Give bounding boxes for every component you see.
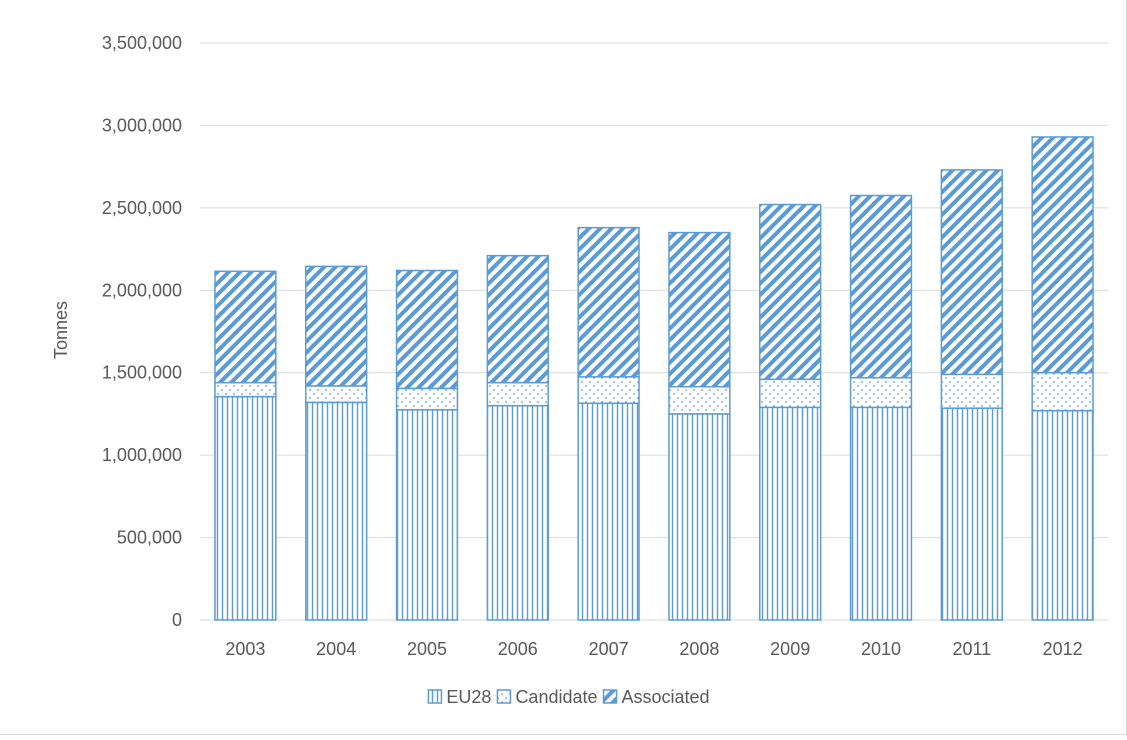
bar-segment-candidate (849, 376, 913, 409)
bar-segment-eu28 (849, 406, 913, 621)
bar-segment-eu28 (577, 402, 640, 621)
legend-label-candidate: Candidate (515, 687, 597, 707)
y-tick-label: 0 (172, 610, 182, 630)
legend-label-eu28: EU28 (446, 687, 491, 707)
bar-segment-eu28 (1031, 409, 1094, 621)
y-tick-label: 500,000 (117, 528, 182, 548)
bar-segment-associated (486, 254, 549, 384)
bar-segment-eu28 (214, 395, 277, 621)
bar-segment-eu28 (940, 407, 1003, 621)
x-tick-label: 2003 (225, 639, 265, 659)
bar-segment-eu28 (759, 406, 822, 621)
y-axis-ticks: 0 500,000 1,000,000 1,500,000 2,000,000 2,500… (102, 33, 182, 630)
bar-segment-eu28 (486, 404, 549, 621)
y-tick-label: 2,500,000 (102, 198, 182, 218)
bar-segment-candidate (214, 381, 277, 398)
x-tick-label: 2011 (952, 639, 991, 659)
bar-segment-associated (577, 226, 640, 378)
legend-swatch-eu28 (427, 689, 443, 704)
legend-swatch-associated (602, 689, 618, 704)
y-tick-label: 1,000,000 (102, 445, 182, 465)
bar-segment-candidate (759, 378, 822, 409)
bar-segment-candidate (577, 376, 640, 404)
bar-segment-associated (1031, 136, 1094, 374)
bar-segment-candidate (486, 381, 549, 407)
bar-segment-associated (395, 269, 459, 390)
bar-segment-associated (940, 169, 1003, 376)
legend-swatch-candidate (496, 689, 512, 704)
bars (214, 136, 1094, 621)
y-tick-label: 3,500,000 (102, 33, 182, 53)
x-tick-label: 2012 (1043, 639, 1083, 659)
x-tick-label: 2006 (498, 639, 538, 659)
bar-segment-eu28 (668, 413, 731, 621)
bar-segment-associated (668, 231, 731, 388)
bar-segment-associated (849, 194, 913, 379)
x-tick-label: 2010 (861, 639, 901, 659)
bar-segment-candidate (1031, 371, 1094, 412)
bar-segment-eu28 (395, 409, 459, 621)
legend-label-associated: Associated (622, 687, 710, 707)
bar-segment-candidate (305, 385, 368, 404)
y-tick-label: 1,500,000 (102, 363, 182, 383)
y-axis-label: Tonnes (51, 301, 71, 359)
x-tick-label: 2005 (407, 639, 447, 659)
bar-segment-candidate (395, 387, 459, 411)
bar-segment-eu28 (305, 401, 368, 621)
x-tick-label: 2007 (589, 639, 629, 659)
x-tick-label: 2009 (770, 639, 810, 659)
bar-segment-candidate (940, 373, 1003, 409)
bar-segment-associated (214, 270, 277, 384)
bar-segment-candidate (668, 385, 731, 415)
x-axis-ticks: 2003 2004 2005 2006 2007 2008 2009 2010 2011 2012 (225, 639, 1082, 659)
y-tick-label: 3,000,000 (102, 115, 182, 135)
bar-segment-associated (305, 265, 368, 387)
y-tick-label: 2,000,000 (102, 280, 182, 300)
legend: EU28 Candidate Associated (427, 687, 710, 707)
bar-segment-associated (759, 203, 822, 381)
x-tick-label: 2004 (316, 639, 356, 659)
x-tick-label: 2008 (679, 639, 719, 659)
